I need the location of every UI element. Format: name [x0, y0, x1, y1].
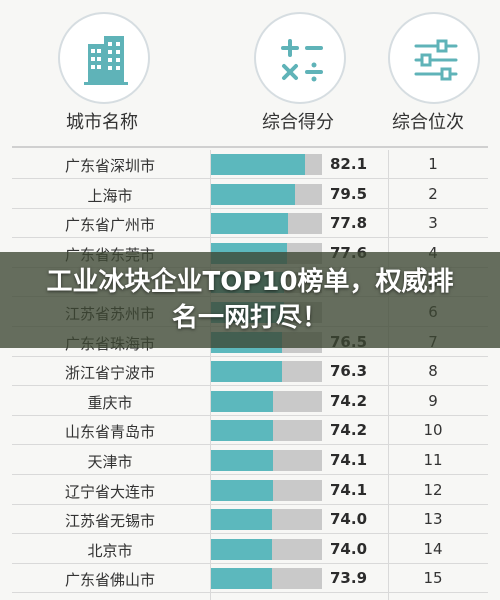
row-divider — [12, 444, 488, 446]
table-row: 广东省佛山市 73.9 15 — [12, 564, 488, 594]
building-icon-circle — [58, 12, 150, 104]
city-name: 山东省青岛市 — [64, 423, 155, 442]
row-divider — [12, 474, 488, 475]
sliders-icon-circle — [388, 12, 480, 104]
calculator-icon-circle — [254, 12, 346, 104]
rank-value: 13 — [423, 510, 443, 529]
city-name: 浙江省宁波市 — [64, 364, 155, 383]
city-name: 北京市 — [87, 541, 133, 560]
score-value: 79.5 — [330, 184, 368, 203]
table-row: 天津市 74.1 11 — [12, 446, 488, 475]
column-separator-2 — [388, 150, 389, 600]
rank-value: 2 — [428, 184, 438, 203]
row-divider — [12, 237, 488, 239]
row-divider — [12, 178, 488, 179]
city-name: 重庆市 — [87, 393, 133, 412]
rank-value: 14 — [423, 539, 443, 558]
sliders-icon — [414, 39, 458, 81]
building-icon — [84, 36, 128, 85]
row-divider — [12, 592, 488, 594]
title-banner — [0, 252, 500, 348]
table-row: 重庆市 74.2 9 — [12, 387, 488, 416]
rank-value: 15 — [423, 569, 443, 588]
score-value: 74.1 — [330, 480, 368, 499]
score-bar — [211, 538, 273, 560]
rank-value: 11 — [423, 451, 443, 469]
row-divider — [12, 355, 488, 357]
rank-value: 9 — [428, 391, 438, 410]
table-row: 广东省深圳市 82.1 1 — [12, 150, 488, 179]
city-name: 上海市 — [87, 186, 133, 205]
calculator-icon — [281, 39, 323, 82]
score-bar — [211, 213, 288, 235]
rank-value: 1 — [428, 155, 438, 173]
score-value: 73.9 — [330, 569, 368, 588]
header-city: 城市名称 — [66, 112, 138, 133]
score-value: 77.8 — [330, 214, 368, 233]
score-value: 82.1 — [330, 155, 368, 173]
row-divider — [12, 207, 488, 209]
city-name: 江苏省无锡市 — [64, 512, 155, 531]
score-bar — [211, 390, 273, 412]
table-row: 山东省青岛市 74.2 10 — [12, 416, 488, 446]
row-divider — [12, 385, 488, 387]
city-name: 广东省深圳市 — [64, 157, 155, 175]
score-bar — [211, 154, 306, 175]
city-name: 天津市 — [87, 453, 133, 471]
score-bar — [211, 183, 295, 205]
rank-value: 12 — [423, 480, 443, 499]
row-divider — [12, 414, 488, 416]
score-bar — [211, 420, 273, 442]
city-name: 辽宁省大连市 — [64, 482, 155, 501]
row-divider — [12, 503, 488, 505]
score-bar — [211, 450, 273, 471]
city-name: 广东省佛山市 — [64, 571, 155, 590]
row-divider — [12, 562, 488, 564]
score-value: 74.0 — [330, 510, 368, 529]
column-separator-1 — [210, 150, 211, 600]
rank-value: 3 — [428, 214, 438, 233]
row-divider — [12, 533, 488, 535]
rank-value: 10 — [423, 421, 443, 440]
rank-value: 8 — [428, 362, 438, 381]
banner-title: 工业冰块企业TOP10榜单，权威排名一网打尽！ — [46, 267, 454, 333]
score-value: 74.2 — [330, 421, 368, 440]
header-score: 综合得分 — [262, 112, 334, 133]
table-row: 浙江省宁波市 76.3 8 — [12, 357, 488, 387]
table-row: 江苏省无锡市 74.0 13 — [12, 505, 488, 535]
table-row: 辽宁省大连市 74.1 12 — [12, 476, 488, 505]
score-value: 74.1 — [330, 451, 368, 469]
table-row: 上海市 79.5 2 — [12, 180, 488, 209]
score-bar — [211, 479, 273, 501]
score-value: 74.2 — [330, 391, 368, 410]
header-rank: 综合位次 — [392, 112, 464, 133]
score-bar — [211, 509, 273, 531]
city-name: 广东省广州市 — [64, 216, 155, 235]
score-bar — [211, 568, 272, 590]
score-value: 74.0 — [330, 539, 368, 558]
table-row: 广东省广州市 77.8 3 — [12, 209, 488, 239]
table-row: 北京市 74.0 14 — [12, 535, 488, 564]
score-value: 76.3 — [330, 362, 368, 381]
score-bar — [211, 361, 282, 383]
header-divider — [12, 146, 488, 148]
